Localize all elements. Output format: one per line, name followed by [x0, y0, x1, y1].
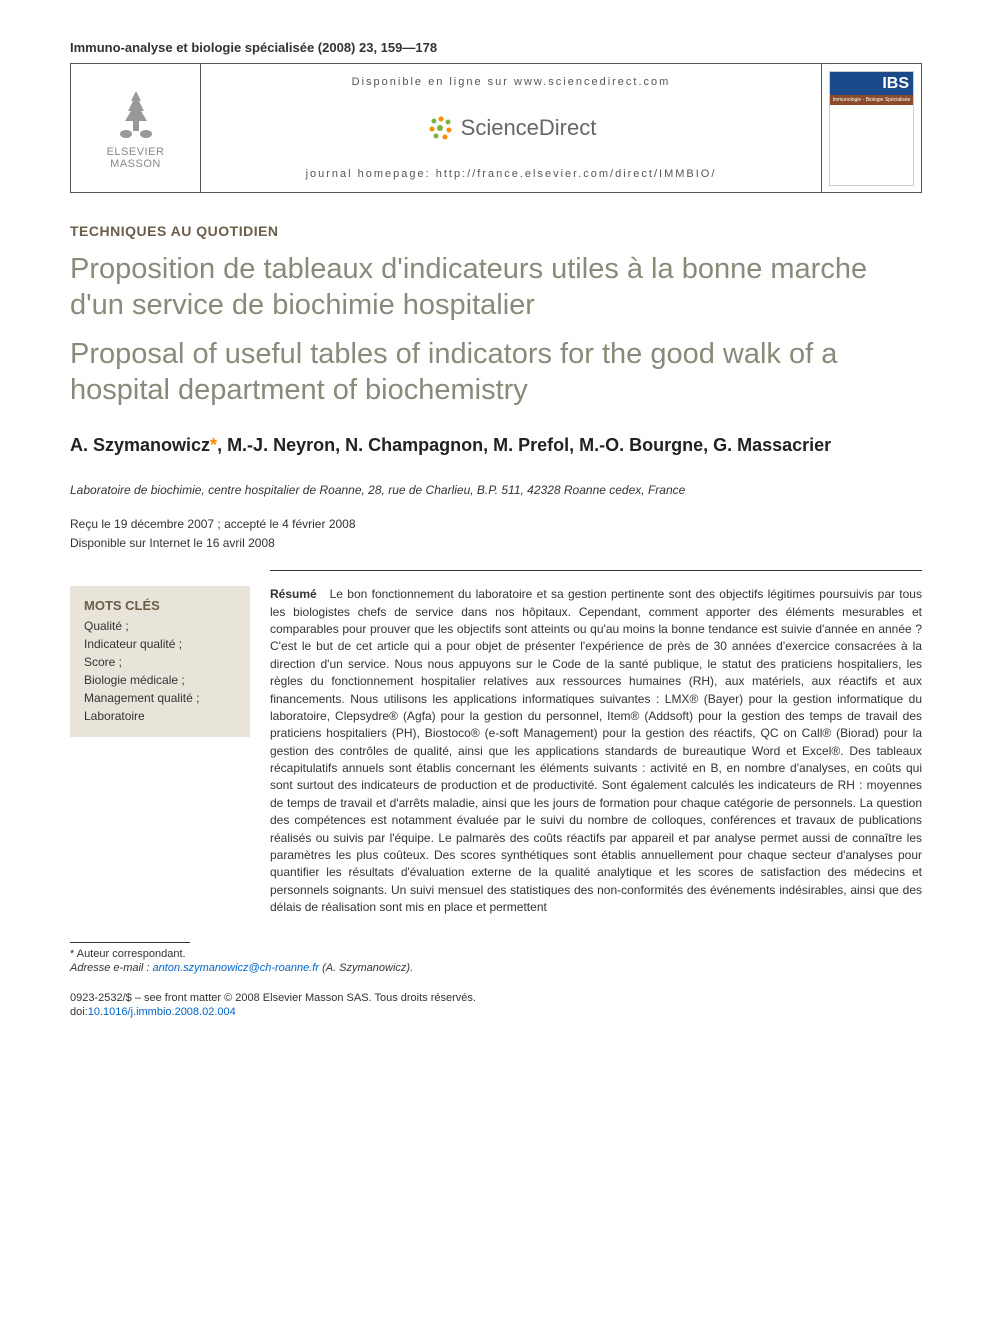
resume-label: Résumé	[270, 587, 317, 601]
keyword-item: Indicateur qualité ;	[84, 635, 236, 653]
keyword-item: Management qualité ;	[84, 689, 236, 707]
received-accepted-dates: Reçu le 19 décembre 2007 ; accepté le 4 …	[70, 517, 922, 531]
resume-body: Le bon fonctionnement du laboratoire et …	[270, 587, 922, 914]
online-date: Disponible sur Internet le 16 avril 2008	[70, 536, 922, 550]
article-title-french: Proposition de tableaux d'indicateurs ut…	[70, 251, 922, 324]
copyright-text: 0923-2532/$ – see front matter © 2008 El…	[70, 992, 922, 1004]
cover-title: IBS	[882, 75, 909, 93]
journal-cover-thumbnail: IBS Immunologie - Biologie Spécialisée	[829, 71, 914, 186]
authors-list: A. Szymanowicz*, M.-J. Neyron, N. Champa…	[70, 433, 922, 458]
corresponding-author-footnote: * Auteur correspondant.	[70, 948, 922, 960]
author-names-rest: , M.-J. Neyron, N. Champagnon, M. Prefol…	[217, 435, 831, 455]
header-center-panel: Disponible en ligne sur www.sciencedirec…	[201, 64, 821, 192]
abstract-section: MOTS CLÉS Qualité ; Indicateur qualité ;…	[70, 586, 922, 916]
email-author-name: (A. Szymanowicz).	[319, 962, 413, 974]
corresponding-author-star[interactable]: *	[210, 435, 217, 455]
publisher-logo-panel: ELSEVIER MASSON	[71, 64, 201, 192]
author-email-link[interactable]: anton.szymanowicz@ch-roanne.fr	[153, 962, 319, 974]
keyword-item: Score ;	[84, 653, 236, 671]
affiliation: Laboratoire de biochimie, centre hospita…	[70, 483, 922, 497]
section-divider	[270, 570, 922, 571]
sciencedirect-logo[interactable]: ScienceDirect	[426, 113, 597, 143]
available-online-text: Disponible en ligne sur www.sciencedirec…	[352, 76, 671, 88]
doi-link[interactable]: 10.1016/j.immbio.2008.02.004	[88, 1006, 236, 1018]
journal-homepage-text: journal homepage: http://france.elsevier…	[306, 168, 717, 180]
sciencedirect-dots-icon	[426, 113, 456, 143]
keyword-item: Laboratoire	[84, 707, 236, 725]
journal-reference: Immuno-analyse et biologie spécialisée (…	[70, 40, 922, 55]
keyword-item: Biologie médicale ;	[84, 671, 236, 689]
sciencedirect-text: ScienceDirect	[461, 115, 597, 141]
email-label: Adresse e-mail :	[70, 962, 149, 974]
abstract-text: Résumé Le bon fonctionnement du laborato…	[270, 586, 922, 916]
email-footnote: Adresse e-mail : anton.szymanowicz@ch-ro…	[70, 962, 922, 974]
article-title-english: Proposal of useful tables of indicators …	[70, 336, 922, 409]
article-type: TECHNIQUES AU QUOTIDIEN	[70, 223, 922, 239]
doi-prefix: doi:	[70, 1006, 88, 1018]
keywords-box: MOTS CLÉS Qualité ; Indicateur qualité ;…	[70, 586, 250, 737]
author-name: A. Szymanowicz	[70, 435, 210, 455]
elsevier-tree-icon	[111, 86, 161, 141]
cover-subtitle: Immunologie - Biologie Spécialisée	[830, 95, 913, 105]
footnote-divider	[70, 942, 190, 943]
header-banner: ELSEVIER MASSON Disponible en ligne sur …	[70, 63, 922, 193]
publisher-name: ELSEVIER MASSON	[107, 146, 165, 170]
keyword-item: Qualité ;	[84, 617, 236, 635]
journal-cover-panel: IBS Immunologie - Biologie Spécialisée	[821, 64, 921, 192]
doi-line: doi:10.1016/j.immbio.2008.02.004	[70, 1006, 922, 1018]
keywords-heading: MOTS CLÉS	[84, 598, 236, 613]
